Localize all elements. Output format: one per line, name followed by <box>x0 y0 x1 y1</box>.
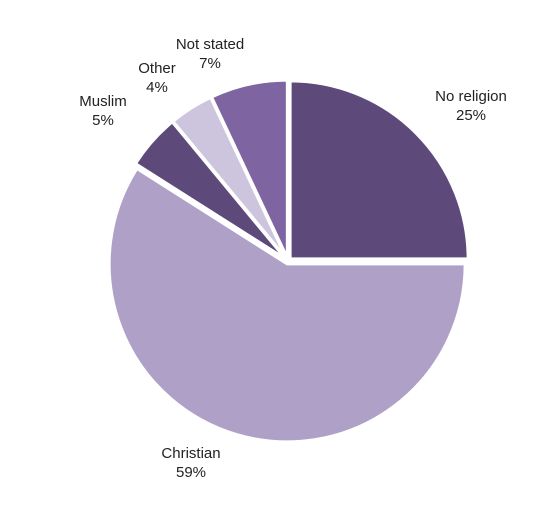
pie-slice-no-religion <box>288 79 470 261</box>
slice-percent-no-religion: 25% <box>456 107 486 124</box>
pie-slice-not-stated <box>209 78 289 259</box>
slice-percent-other: 4% <box>146 79 168 96</box>
slice-percent-muslim: 5% <box>92 112 114 129</box>
slice-percent-not-stated: 7% <box>199 55 221 72</box>
slice-label-christian: Christian <box>161 445 220 462</box>
pie-slices <box>107 78 470 444</box>
slice-percent-christian: 59% <box>176 464 206 481</box>
slice-label-not-stated: Not stated <box>176 36 244 53</box>
slice-label-muslim: Muslim <box>79 93 127 110</box>
pie-labels: No religion 25% Christian 59% Muslim 5% Other 4… <box>79 36 507 481</box>
slice-label-other: Other <box>138 60 176 77</box>
pie-slice-christian <box>107 166 467 444</box>
slice-label-no-religion: No religion <box>435 88 507 105</box>
